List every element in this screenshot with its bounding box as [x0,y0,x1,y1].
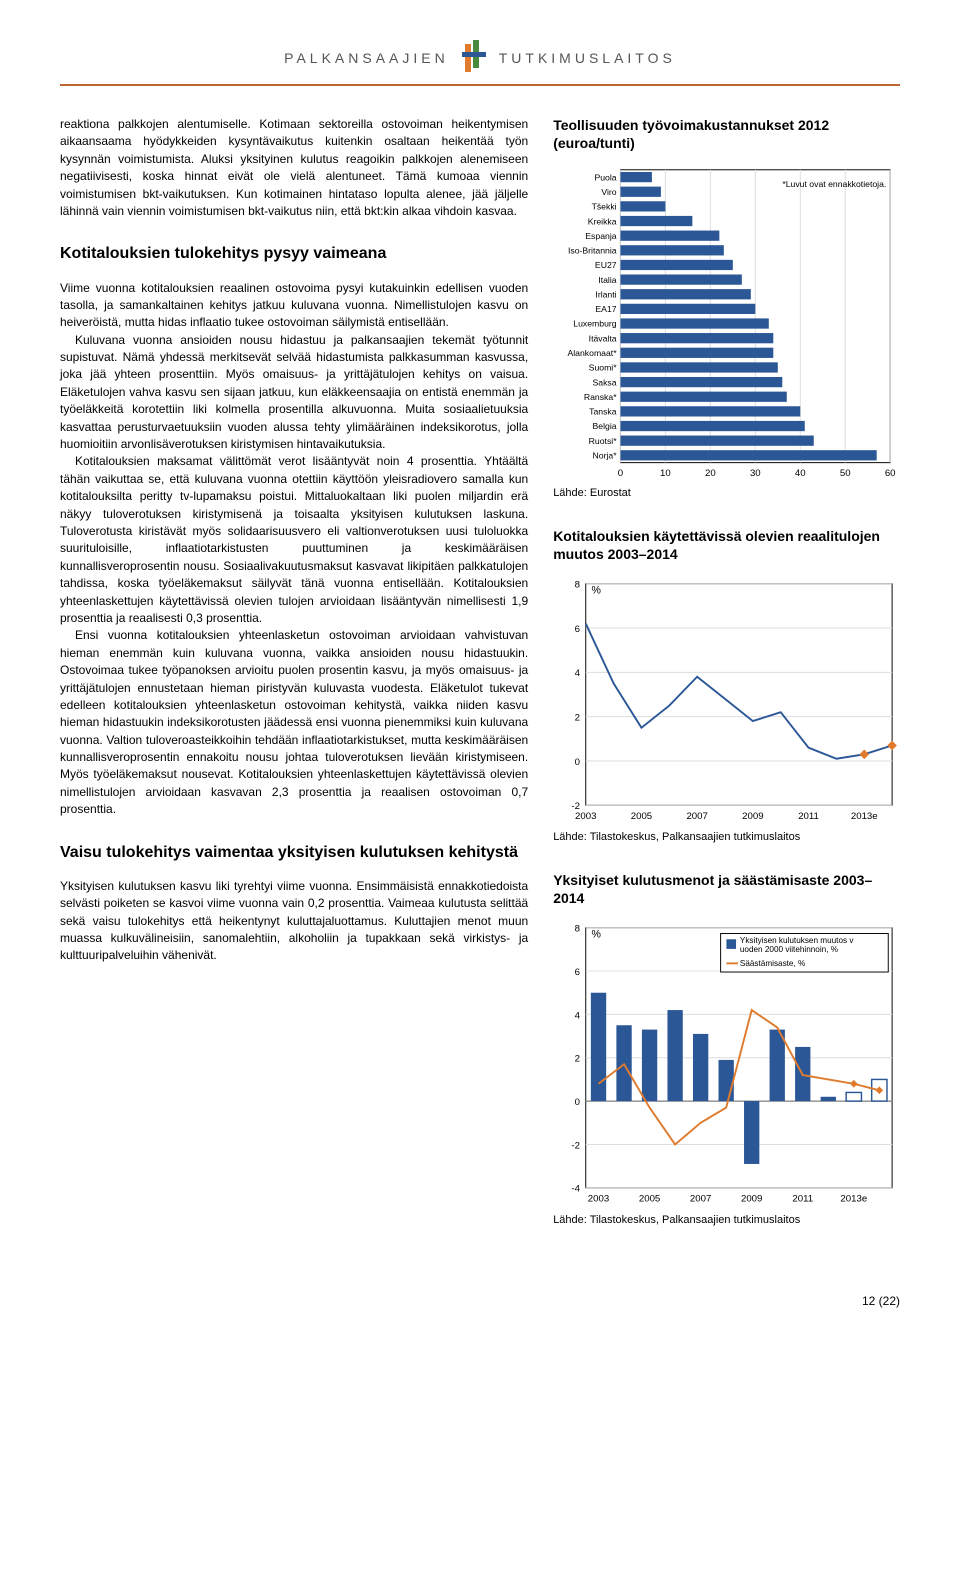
svg-text:2009: 2009 [741,1193,762,1204]
svg-text:*Luvut ovat ennakkotietoja.: *Luvut ovat ennakkotietoja. [783,179,887,189]
header-divider [60,84,900,86]
paragraph-5: Ensi vuonna kotitalouksien yhteenlasketu… [60,627,528,818]
svg-text:2003: 2003 [588,1193,609,1204]
svg-text:Saksa: Saksa [593,378,617,388]
svg-text:2: 2 [575,1053,580,1064]
svg-text:uoden 2000 viitehinnoin, %: uoden 2000 viitehinnoin, % [740,944,838,953]
svg-text:2005: 2005 [631,810,652,821]
svg-text:Luxemburg: Luxemburg [573,319,616,329]
svg-text:2013e: 2013e [841,1193,868,1204]
chart-1-svg: 0 10 20 30 40 50 60 Puola Viro Tšekki Kreikka Espan… [553,164,900,482]
svg-text:Puola: Puola [595,173,617,183]
svg-text:8: 8 [575,579,580,590]
svg-text:2009: 2009 [742,810,763,821]
svg-text:0: 0 [575,756,580,767]
paragraph-2: Viime vuonna kotitalouksien reaalinen os… [60,280,528,332]
chart-1-title: Teollisuuden työvoimakustannukset 2012 (… [553,116,900,152]
header-logo-icon [459,40,489,76]
svg-text:2: 2 [575,712,580,723]
svg-text:%: % [592,928,602,940]
svg-text:20: 20 [705,469,716,480]
svg-text:-2: -2 [572,1140,581,1151]
svg-text:0: 0 [618,469,623,480]
svg-text:2007: 2007 [690,1193,711,1204]
svg-text:2007: 2007 [687,810,708,821]
svg-text:EU27: EU27 [595,261,617,271]
svg-text:Iso-Britannia: Iso-Britannia [568,246,617,256]
svg-text:8: 8 [575,923,580,934]
svg-text:50: 50 [840,469,851,480]
chart-3-title: Yksityiset kulutusmenot ja säästämisaste… [553,871,900,907]
svg-text:2011: 2011 [798,810,819,821]
page-header: PALKANSAAJIEN TUTKIMUSLAITOS [60,40,900,76]
svg-text:30: 30 [750,469,761,480]
svg-text:Irlanti: Irlanti [596,290,617,300]
section-heading-2: Vaisu tulokehitys vaimentaa yksityisen k… [60,841,528,864]
svg-text:Suomi*: Suomi* [589,363,618,373]
svg-text:Tšekki: Tšekki [592,202,617,212]
chart-2: Kotitalouksien käytettävissä olevien rea… [553,527,900,843]
svg-text:Yksityisen kulutuksen muutos v: Yksityisen kulutuksen muutos v [740,936,854,945]
chart-1-source: Lähde: Eurostat [553,487,900,499]
svg-text:Tanska: Tanska [589,407,617,417]
paragraph-3: Kuluvana vuonna ansioiden nousu hidastuu… [60,332,528,454]
chart-3-source: Lähde: Tilastokeskus, Palkansaajien tutk… [553,1214,900,1226]
svg-text:%: % [592,584,602,596]
svg-text:Ruotsi*: Ruotsi* [589,436,618,446]
svg-text:Ranska*: Ranska* [584,392,617,402]
svg-text:EA17: EA17 [596,304,617,314]
chart-1: Teollisuuden työvoimakustannukset 2012 (… [553,116,900,499]
main-text-column: reaktiona palkkojen alentumiselle. Kotim… [60,116,528,1254]
svg-text:-4: -4 [572,1183,581,1194]
svg-text:Norja*: Norja* [593,451,618,461]
svg-text:10: 10 [660,469,671,480]
paragraph-4: Kotitalouksien maksamat välittömät verot… [60,453,528,627]
svg-text:Viro: Viro [602,187,617,197]
header-left: PALKANSAAJIEN [284,50,449,66]
svg-text:2003: 2003 [575,810,596,821]
chart-3: Yksityiset kulutusmenot ja säästämisaste… [553,871,900,1225]
svg-text:Belgia: Belgia [593,422,617,432]
paragraph-1: reaktiona palkkojen alentumiselle. Kotim… [60,116,528,220]
page-number: 12 (22) [60,1294,900,1308]
svg-text:2011: 2011 [793,1193,814,1204]
chart-2-title: Kotitalouksien käytettävissä olevien rea… [553,527,900,563]
svg-text:4: 4 [575,1010,581,1021]
svg-text:Alankomaat*: Alankomaat* [568,348,618,358]
svg-text:2005: 2005 [639,1193,660,1204]
chart-2-svg: -202468200320052007200920112013e% [553,576,900,826]
svg-text:0: 0 [575,1096,580,1107]
svg-text:Espanja: Espanja [585,231,616,241]
header-right: TUTKIMUSLAITOS [499,50,676,66]
svg-text:Säästämisaste, %: Säästämisaste, % [740,959,805,968]
svg-text:Itävalta: Itävalta [589,334,617,344]
svg-text:2013e: 2013e [851,810,878,821]
svg-text:Kreikka: Kreikka [588,217,617,227]
chart-2-source: Lähde: Tilastokeskus, Palkansaajien tutk… [553,831,900,843]
svg-text:6: 6 [575,966,580,977]
svg-text:6: 6 [575,624,580,635]
svg-text:4: 4 [575,668,581,679]
svg-text:40: 40 [795,469,806,480]
section-heading-1: Kotitalouksien tulokehitys pysyy vaimean… [60,242,528,265]
chart-3-svg: -4 -2 0 2 4 6 8 2003 2005 2007 2009 2011 2013e% Yksit… [553,920,900,1209]
paragraph-6: Yksityisen kulutuksen kasvu liki tyrehty… [60,878,528,965]
charts-column: Teollisuuden työvoimakustannukset 2012 (… [553,116,900,1254]
svg-text:60: 60 [885,469,896,480]
svg-text:Italia: Italia [598,275,616,285]
